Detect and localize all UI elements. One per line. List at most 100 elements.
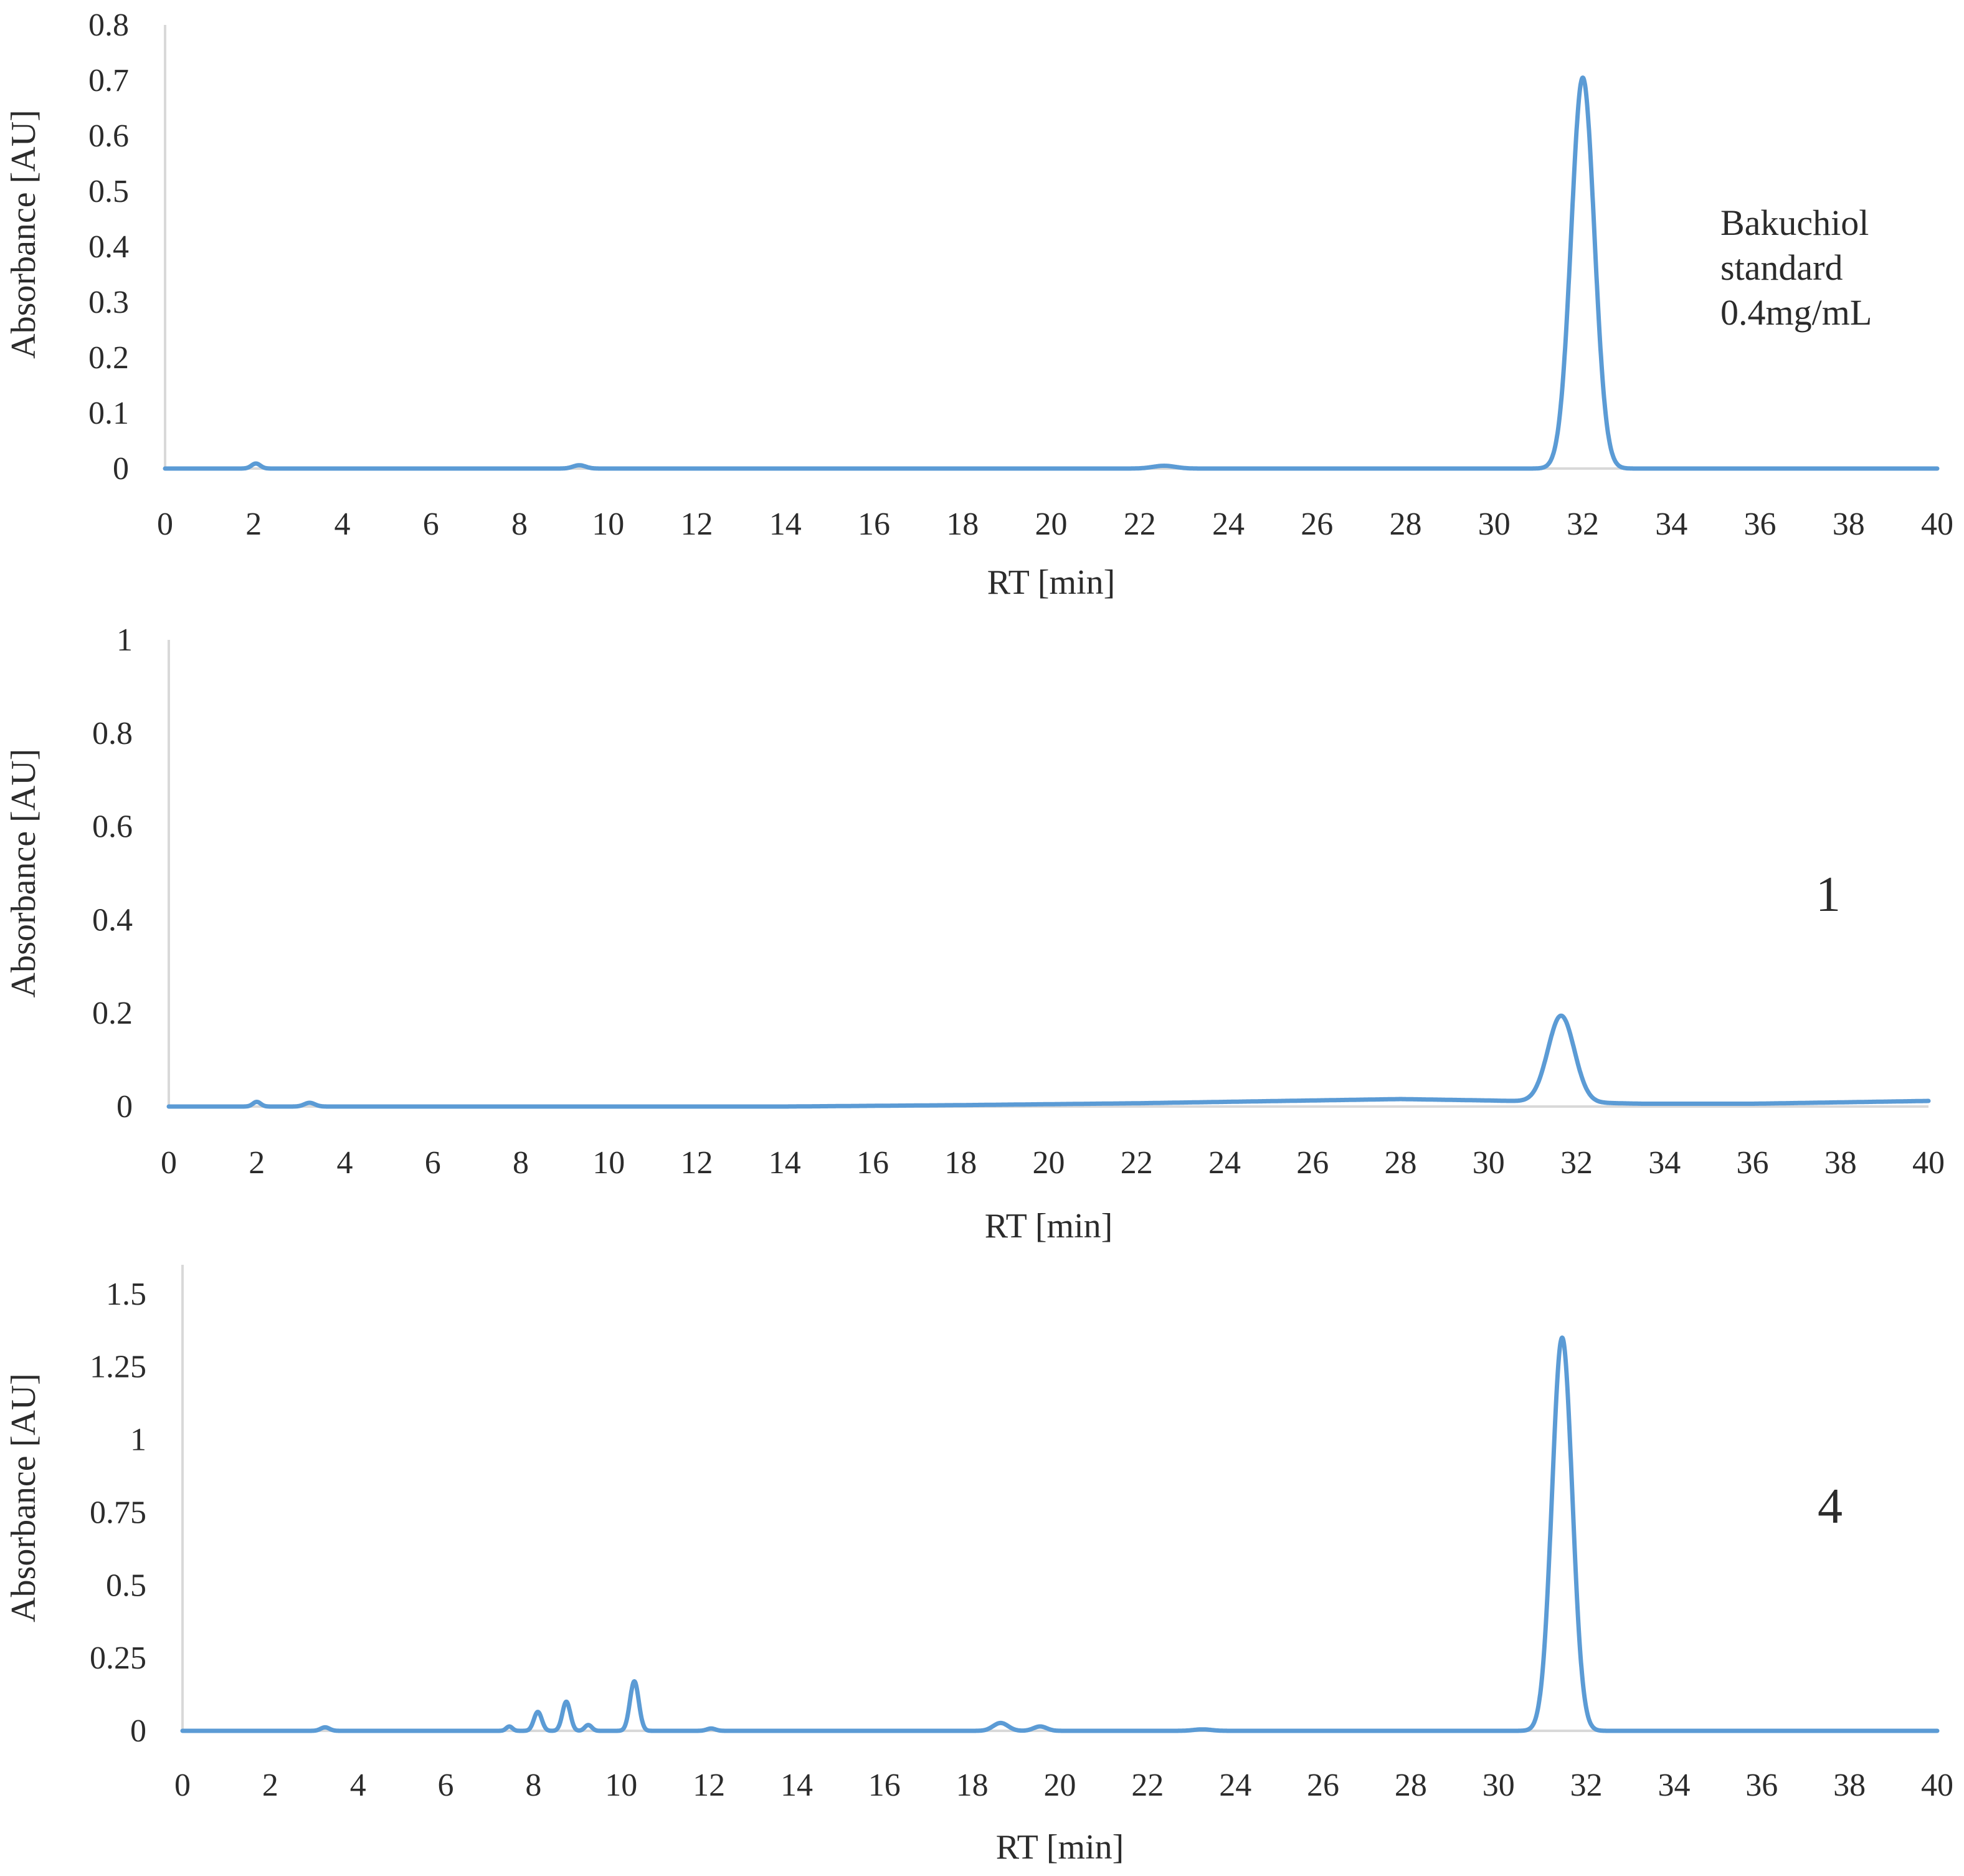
y-tick-label: 0 [130,1713,146,1749]
x-tick-label: 38 [1833,1768,1866,1803]
absorbance-trace [163,75,1940,471]
annotation-line-2: standard [1720,247,1843,288]
y-axis-label: Absorbance [AU] [4,1373,43,1622]
x-tick-label: 38 [1833,507,1865,542]
chromatogram-panel-sample-1: 00.20.40.60.81 0 2 4 6 8 10 12 14 16 18 20 22 24 26 28… [4,622,1945,1245]
x-axis-label: RT [min] [987,563,1116,602]
x-tick-label: 16 [868,1768,901,1803]
x-tick-labels: 0 2 4 6 8 10 12 14 16 18 20 22 24 26 28 30 32 34 36 38 40 [161,1145,1945,1181]
x-tick-label: 30 [1482,1768,1515,1803]
x-tick-label: 26 [1296,1145,1329,1181]
y-tick-label: 0 [116,1089,133,1125]
y-axis-label: Absorbance [AU] [4,749,43,998]
x-tick-label: 6 [425,1145,441,1181]
x-tick-labels: 0 2 4 6 8 10 12 14 16 18 20 22 24 26 28 30 32 34 36 38 40 [157,507,1953,542]
x-tick-label: 34 [1655,507,1687,542]
annotation-line-1: Bakuchiol [1720,202,1869,243]
x-tick-label: 10 [592,507,624,542]
x-tick-label: 16 [858,507,890,542]
annotation-line-3: 0.4mg/mL [1720,292,1872,333]
x-tick-label: 6 [423,507,439,542]
absorbance-trace [180,1335,1940,1733]
y-tick-label: 0.4 [92,902,133,938]
x-tick-label: 8 [511,507,528,542]
y-tick-label: 0.2 [88,340,129,376]
sample-label: 1 [1816,867,1841,922]
x-axis-label: RT [min] [985,1207,1113,1245]
x-tick-label: 30 [1478,507,1511,542]
x-tick-label: 22 [1131,1768,1164,1803]
y-tick-label: 0.3 [88,285,129,320]
y-tick-label: 0 [113,451,129,487]
y-tick-labels: 0 0.2 0.4 0.6 0.8 1 [92,622,133,1125]
x-tick-label: 4 [337,1145,353,1181]
x-tick-label: 26 [1307,1768,1339,1803]
x-tick-label: 34 [1648,1145,1681,1181]
x-tick-label: 20 [1033,1145,1065,1181]
x-tick-label: 8 [513,1145,529,1181]
y-tick-label: 0.5 [106,1568,146,1603]
y-tick-label: 1.25 [90,1350,146,1385]
y-tick-label: 0.2 [92,996,133,1031]
x-tick-label: 36 [1745,1768,1778,1803]
y-tick-label: 0.7 [88,63,129,98]
y-tick-label: 0.8 [88,7,129,43]
x-tick-label: 0 [161,1145,177,1181]
x-tick-label: 16 [856,1145,889,1181]
y-tick-label: 0.6 [88,118,129,154]
chromatogram-panel-standard: 00.10.20.30.40.50.60.70.8 0 2 4 6 8 10 12 14 16 1… [4,7,1953,602]
y-tick-label: 0.5 [88,174,129,209]
x-tick-label: 12 [681,507,713,542]
x-tick-label: 12 [681,1145,713,1181]
x-tick-label: 0 [157,507,173,542]
x-tick-label: 10 [605,1768,637,1803]
x-tick-label: 12 [693,1768,725,1803]
x-axis-label: RT [min] [996,1828,1124,1867]
x-tick-label: 18 [944,1145,977,1181]
y-tick-label: 1 [130,1422,146,1458]
y-tick-label: 0.1 [88,396,129,431]
x-tick-label: 2 [245,507,262,542]
x-tick-label: 32 [1560,1145,1593,1181]
x-tick-label: 0 [174,1768,191,1803]
y-tick-label: 1 [116,622,133,658]
x-tick-label: 22 [1124,507,1156,542]
x-tick-label: 24 [1219,1768,1251,1803]
x-tick-label: 20 [1035,507,1068,542]
x-tick-label: 22 [1121,1145,1153,1181]
x-tick-label: 32 [1567,507,1599,542]
x-tick-label: 2 [262,1768,278,1803]
x-tick-label: 24 [1208,1145,1241,1181]
y-tick-labels: 0 0.1 0.2 0.3 0.4 0.5 0.6 0.7 0.8 [88,7,129,487]
x-tick-label: 4 [334,507,351,542]
x-tick-label: 38 [1824,1145,1857,1181]
x-tick-label: 28 [1385,1145,1417,1181]
sample-label: 4 [1818,1479,1843,1534]
x-tick-label: 10 [592,1145,625,1181]
x-tick-labels: 0 2 4 6 8 10 12 14 16 18 20 22 24 26 28 30 32 34 36 38 40 [174,1768,1953,1803]
y-tick-label: 0.8 [92,716,133,751]
x-tick-label: 14 [769,1145,801,1181]
x-tick-label: 8 [525,1768,541,1803]
x-tick-label: 40 [1921,1768,1953,1803]
y-tick-label: 1.5 [106,1277,146,1312]
x-tick-label: 18 [956,1768,989,1803]
x-tick-label: 20 [1044,1768,1076,1803]
x-tick-label: 28 [1390,507,1422,542]
y-tick-label: 0.6 [92,809,133,845]
x-tick-label: 14 [780,1768,813,1803]
x-tick-label: 2 [249,1145,265,1181]
x-tick-label: 14 [769,507,802,542]
x-tick-label: 18 [946,507,979,542]
x-tick-label: 6 [438,1768,454,1803]
x-tick-label: 30 [1473,1145,1505,1181]
x-tick-label: 40 [1912,1145,1945,1181]
x-tick-label: 36 [1744,507,1777,542]
y-tick-labels: 0 0.25 0.5 0.75 1 1.25 1.5 [90,1277,146,1749]
y-axis-label: Absorbance [AU] [4,110,43,359]
x-tick-label: 4 [350,1768,366,1803]
y-tick-label: 0.25 [90,1640,146,1676]
x-tick-label: 40 [1921,507,1953,542]
